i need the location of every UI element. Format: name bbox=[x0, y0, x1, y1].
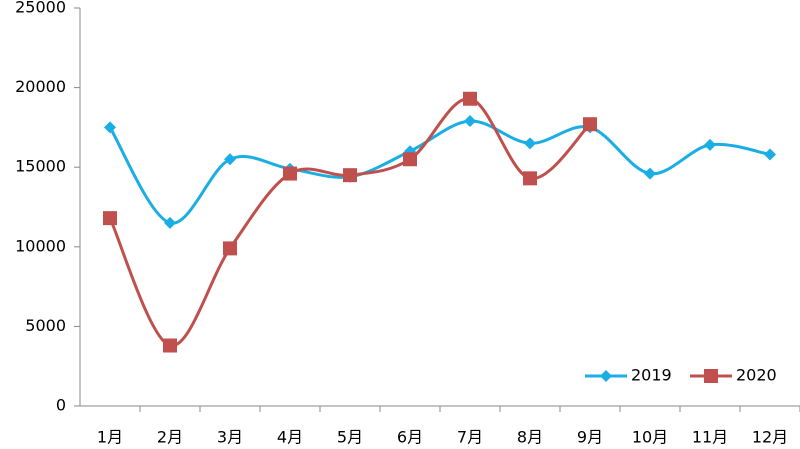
marker bbox=[464, 115, 476, 128]
y-tick-label: 10000 bbox=[15, 236, 66, 255]
y-tick-label: 25000 bbox=[15, 0, 66, 17]
legend-label: 2019 bbox=[631, 366, 672, 385]
x-tick-label: 12月 bbox=[752, 428, 788, 447]
marker bbox=[343, 168, 357, 183]
x-tick-label: 7月 bbox=[457, 428, 483, 447]
y-tick-label: 5000 bbox=[25, 316, 66, 335]
marker bbox=[104, 121, 116, 134]
series-line bbox=[108, 97, 592, 348]
marker bbox=[583, 117, 597, 132]
x-tick-label: 1月 bbox=[97, 428, 123, 447]
marker bbox=[764, 148, 776, 161]
series-line bbox=[108, 119, 771, 225]
marker bbox=[163, 338, 177, 353]
x-tick-label: 3月 bbox=[217, 428, 243, 447]
marker bbox=[704, 138, 716, 151]
marker bbox=[704, 369, 718, 383]
legend-label: 2020 bbox=[736, 366, 777, 385]
marker bbox=[164, 216, 176, 229]
x-tick-label: 11月 bbox=[692, 428, 728, 447]
x-tick-label: 2月 bbox=[157, 428, 183, 447]
marker bbox=[524, 137, 536, 150]
marker bbox=[103, 211, 117, 226]
y-tick-label: 20000 bbox=[15, 77, 66, 96]
marker bbox=[224, 153, 236, 166]
x-tick-label: 4月 bbox=[277, 428, 303, 447]
marker bbox=[223, 241, 237, 256]
marker bbox=[600, 370, 612, 382]
x-tick-label: 6月 bbox=[397, 428, 423, 447]
x-tick-label: 8月 bbox=[517, 428, 543, 447]
marker bbox=[403, 152, 417, 167]
y-tick-label: 0 bbox=[56, 396, 66, 415]
x-tick-label: 5月 bbox=[337, 428, 363, 447]
x-tick-label: 9月 bbox=[577, 428, 603, 447]
y-tick-label: 15000 bbox=[15, 157, 66, 176]
marker bbox=[283, 166, 297, 181]
x-tick-label: 10月 bbox=[632, 428, 668, 447]
marker bbox=[523, 171, 537, 186]
marker bbox=[463, 91, 477, 106]
marker bbox=[644, 167, 656, 180]
